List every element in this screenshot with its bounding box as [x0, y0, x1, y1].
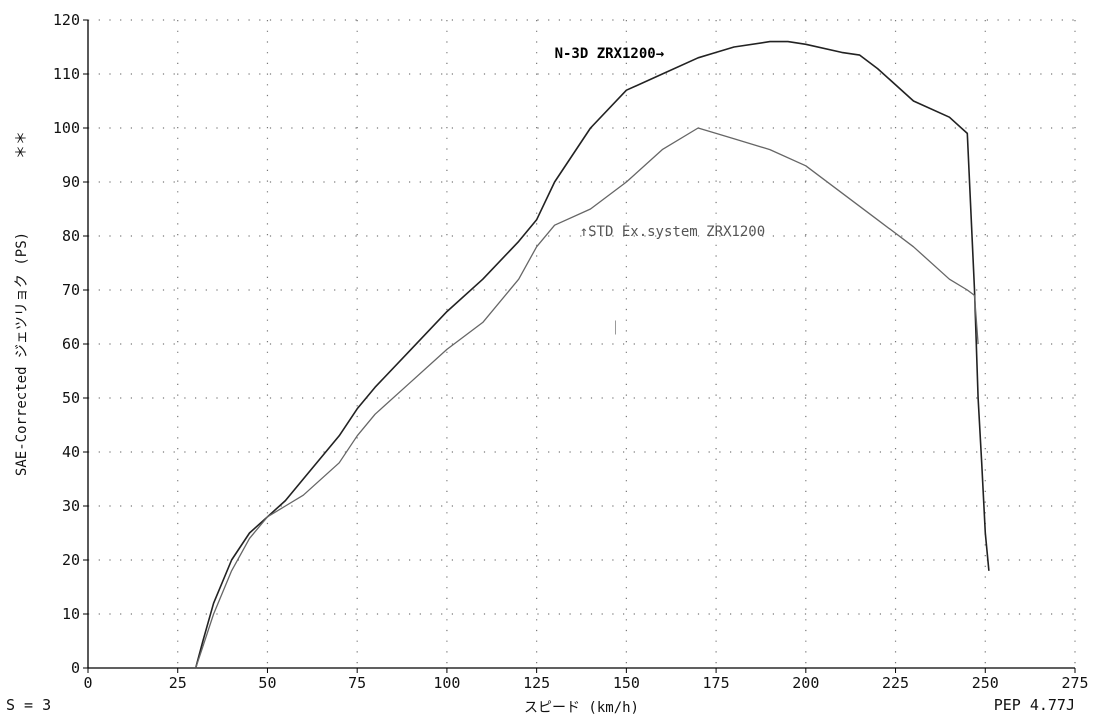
x-tick-label: 175	[703, 674, 730, 692]
x-tick-label: 0	[83, 674, 92, 692]
y-tick-label: 100	[53, 119, 80, 137]
x-axis-label: スピード (km/h)	[524, 700, 639, 716]
y-axis-marker: ＊＊	[14, 131, 30, 159]
y-tick-label: 30	[62, 497, 80, 515]
x-tick-label: 125	[523, 674, 550, 692]
series-lines	[194, 40, 990, 669]
y-tick-label: 0	[71, 659, 80, 677]
series-line-std	[195, 127, 979, 669]
y-tick-label: 50	[62, 389, 80, 407]
grid	[88, 19, 1076, 668]
annotations: N-3D ZRX1200→ ↑STD Ex.system ZRX1200 ｜	[555, 46, 766, 337]
footer-version-label: PEP 4.77J	[993, 696, 1075, 714]
x-tick-label: 100	[433, 674, 460, 692]
x-tick-label: 150	[613, 674, 640, 692]
y-tick-label: 10	[62, 605, 80, 623]
series-line-n3d	[194, 40, 990, 669]
x-tick-label: 200	[792, 674, 819, 692]
y-tick-label: 90	[62, 173, 80, 191]
y-tick-label: 40	[62, 443, 80, 461]
y-tick-label: 120	[53, 11, 80, 29]
y-tick-label: 80	[62, 227, 80, 245]
x-tick-label: 50	[258, 674, 276, 692]
x-tick-labels: 0 25 50 75 100 125 150 175 200 225 250 275	[83, 668, 1089, 692]
x-tick-label: 250	[972, 674, 999, 692]
y-tick-label: 70	[62, 281, 80, 299]
chart-annotation: ｜	[608, 321, 622, 337]
y-axis-label: SAE-Corrected ジェツリョク (PS)	[14, 232, 30, 476]
x-tick-label: 25	[169, 674, 187, 692]
footer-smoothing-label: S = 3	[6, 696, 52, 714]
y-tick-label: 20	[62, 551, 80, 569]
x-tick-label: 75	[348, 674, 366, 692]
x-tick-label: 275	[1061, 674, 1088, 692]
chart-annotation: N-3D ZRX1200→	[555, 46, 665, 62]
x-tick-label: 225	[882, 674, 909, 692]
y-tick-label: 110	[53, 65, 80, 83]
y-tick-label: 60	[62, 335, 80, 353]
chart-annotation: ↑STD Ex.system ZRX1200	[580, 224, 765, 240]
y-tick-labels: 0 10 20 30 40 50 60 70 80 90 100 110 120	[53, 11, 88, 677]
